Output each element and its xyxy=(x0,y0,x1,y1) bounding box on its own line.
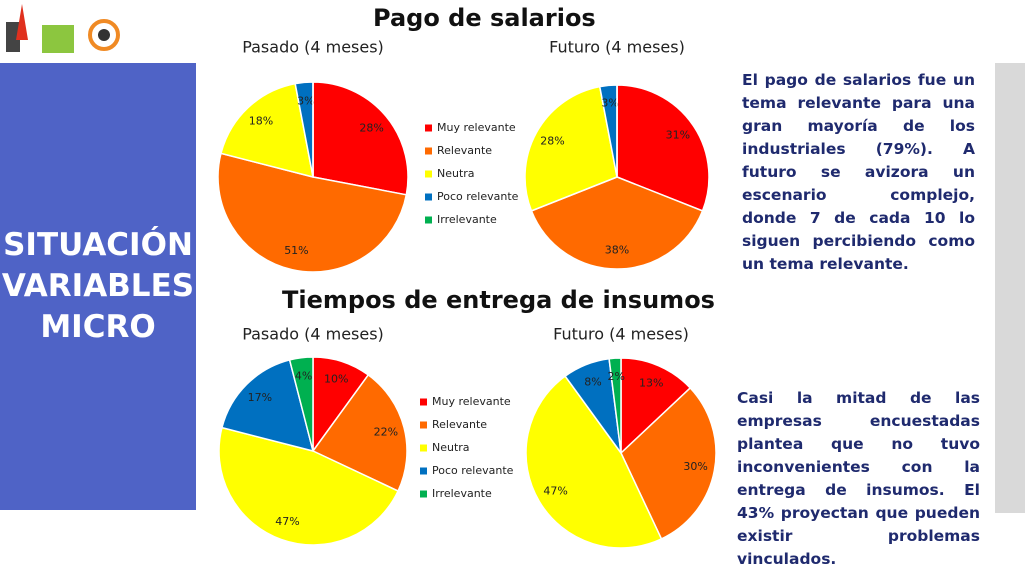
legend-swatch xyxy=(420,444,427,452)
data-label: 38% xyxy=(605,244,629,257)
pie-slice xyxy=(218,426,400,546)
pie-slice xyxy=(524,85,618,212)
legend-label: Neutra xyxy=(437,167,475,180)
pie-slice xyxy=(312,81,409,196)
side-title: MICRO xyxy=(40,309,156,345)
data-label: 22% xyxy=(374,425,398,438)
data-label: 13% xyxy=(639,376,663,389)
section-title: Tiempos de entrega de insumos xyxy=(282,286,715,314)
legend-swatch xyxy=(425,216,432,224)
logo xyxy=(88,19,120,51)
logo xyxy=(16,4,28,40)
chart-title: Futuro (4 meses) xyxy=(549,38,685,57)
legend-swatch xyxy=(425,193,432,201)
data-label: 47% xyxy=(275,515,299,528)
pie-slice xyxy=(288,356,314,452)
data-label: 28% xyxy=(540,135,564,148)
pie-slice xyxy=(221,359,315,453)
logo xyxy=(6,22,20,52)
legend-label: Irrelevante xyxy=(437,213,497,226)
side-strip xyxy=(995,63,1025,513)
paragraph: El pago de salarios fue un tema relevant… xyxy=(742,71,975,273)
legend-swatch xyxy=(420,421,427,429)
pie-slice xyxy=(620,386,717,540)
pie-slice xyxy=(220,82,314,179)
data-label: 8% xyxy=(584,375,601,388)
logos xyxy=(6,4,120,53)
legend-swatch xyxy=(420,398,427,406)
pie-slice xyxy=(530,176,704,270)
data-label: 18% xyxy=(249,115,273,128)
legend-swatch xyxy=(425,147,432,155)
pie-slice xyxy=(616,84,710,212)
data-label: 17% xyxy=(248,391,272,404)
legend-swatch xyxy=(420,467,427,475)
legend-label: Neutra xyxy=(432,441,470,454)
side-title: SITUACIÓN xyxy=(3,227,193,263)
data-label: 10% xyxy=(324,372,348,385)
logo xyxy=(42,25,74,53)
legend-label: Poco relevante xyxy=(432,464,514,477)
legend-label: Muy relevante xyxy=(432,395,511,408)
data-label: 47% xyxy=(543,485,567,498)
data-label: 51% xyxy=(284,244,308,257)
chart-title: Pasado (4 meses) xyxy=(242,325,384,344)
legend-label: Muy relevante xyxy=(437,121,516,134)
logo xyxy=(98,29,110,41)
pie-slice xyxy=(620,357,692,455)
side-panel: SITUACIÓN VARIABLES MICRO xyxy=(0,63,196,510)
legend-label: Poco relevante xyxy=(437,190,519,203)
data-label: 3% xyxy=(297,94,314,107)
pie-slice xyxy=(217,152,408,273)
data-label: 4% xyxy=(295,369,312,382)
legend-label: Relevante xyxy=(432,418,487,431)
pie-slice xyxy=(608,357,622,454)
legend-label: Relevante xyxy=(437,144,492,157)
data-label: 31% xyxy=(666,129,690,142)
chart-title: Pasado (4 meses) xyxy=(242,38,384,57)
data-label: 2% xyxy=(608,370,625,383)
paragraph: Casi la mitad de las empresas encuestada… xyxy=(737,389,980,568)
pie-slice xyxy=(525,375,663,549)
section-title: Pago de salarios xyxy=(373,4,596,32)
data-label: 3% xyxy=(601,97,618,110)
legend-swatch xyxy=(425,170,432,178)
chart-title: Futuro (4 meses) xyxy=(553,325,689,344)
legend-label: Irrelevante xyxy=(432,487,492,500)
data-label: 30% xyxy=(683,460,707,473)
legend-swatch xyxy=(420,490,427,498)
side-title: VARIABLES xyxy=(1,268,195,304)
data-label: 28% xyxy=(359,122,383,135)
legend-swatch xyxy=(425,124,432,132)
